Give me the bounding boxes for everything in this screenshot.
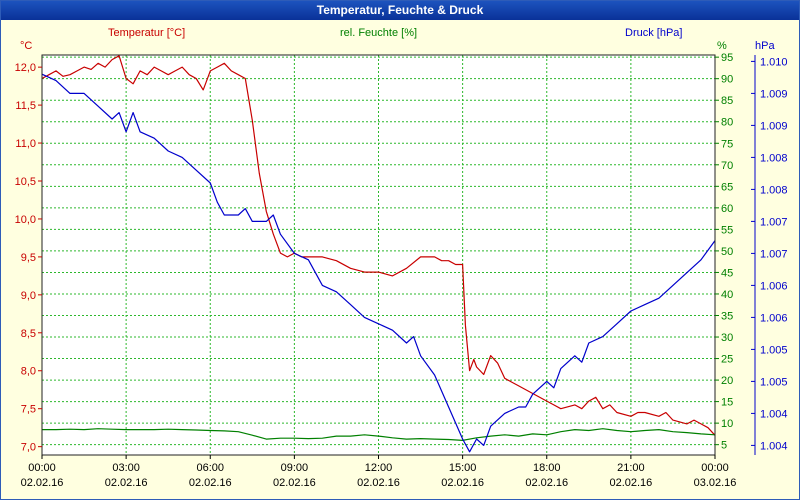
temperature-tick-label: 9,0 <box>21 290 36 302</box>
time-tick-label: 12:00 <box>365 462 393 474</box>
humidity-tick-label: 20 <box>721 375 733 387</box>
pressure-tick-label: 1.008 <box>760 184 788 196</box>
humidity-tick-label: 65 <box>721 181 733 193</box>
temperature-axis-title: Temperatur [°C] <box>108 27 186 39</box>
humidity-tick-label: 75 <box>721 138 733 150</box>
temperature-tick-label: 9,5 <box>21 252 36 264</box>
humidity-tick-label: 30 <box>721 332 733 344</box>
time-tick-label: 03:00 <box>112 462 140 474</box>
humidity-tick-label: 80 <box>721 117 733 129</box>
pressure-unit-label: hPa <box>755 40 775 52</box>
temperature-tick-label: 8,0 <box>21 366 36 378</box>
time-tick-label: 00:00 <box>701 462 729 474</box>
time-tick-label: 18:00 <box>533 462 561 474</box>
temperature-tick-label: 10,0 <box>15 214 36 226</box>
temperature-tick-label: 7,5 <box>21 404 36 416</box>
date-tick-label: 02.02.16 <box>21 477 64 489</box>
series-temperatur-line <box>41 55 716 436</box>
date-tick-label: 02.02.16 <box>441 477 484 489</box>
window-title-bar: Temperatur, Feuchte & Druck <box>0 0 800 20</box>
date-tick-label: 02.02.16 <box>609 477 652 489</box>
humidity-tick-label: 15 <box>721 397 733 409</box>
humidity-tick-label: 5 <box>721 440 727 452</box>
pressure-tick-label: 1.009 <box>760 120 788 132</box>
humidity-tick-label: 50 <box>721 246 733 258</box>
date-tick-label: 02.02.16 <box>189 477 232 489</box>
humidity-tick-label: 90 <box>721 74 733 86</box>
pressure-tick-label: 1.009 <box>760 88 788 100</box>
humidity-tick-label: 45 <box>721 267 733 279</box>
temperature-tick-label: 8,5 <box>21 328 36 340</box>
humidity-tick-label: 10 <box>721 418 733 430</box>
temperature-tick-label: 11,5 <box>15 100 36 112</box>
date-tick-label: 02.02.16 <box>357 477 400 489</box>
pressure-tick-label: 1.006 <box>760 312 788 324</box>
date-tick-label: 02.02.16 <box>525 477 568 489</box>
time-tick-label: 00:00 <box>28 462 56 474</box>
temperature-unit-label: °C <box>20 40 33 52</box>
series-feuchte-line <box>42 428 716 441</box>
pressure-tick-label: 1.005 <box>760 344 788 356</box>
temperature-tick-label: 7,0 <box>21 442 36 454</box>
humidity-tick-label: 40 <box>721 289 733 301</box>
humidity-tick-label: 25 <box>721 354 733 366</box>
date-tick-label: 02.02.16 <box>105 477 148 489</box>
pressure-tick-label: 1.008 <box>760 152 788 164</box>
window-title: Temperatur, Feuchte & Druck <box>316 3 484 17</box>
pressure-tick-label: 1.006 <box>760 280 788 292</box>
humidity-tick-label: 85 <box>721 95 733 107</box>
pressure-axis-title: Druck [hPa] <box>625 27 683 39</box>
date-tick-label: 03.02.16 <box>694 477 737 489</box>
pressure-tick-label: 1.010 <box>760 56 788 68</box>
pressure-tick-label: 1.004 <box>760 408 788 420</box>
pressure-tick-label: 1.007 <box>760 216 788 228</box>
humidity-axis-title: rel. Feuchte [%] <box>340 27 418 39</box>
time-tick-label: 09:00 <box>281 462 309 474</box>
pressure-tick-label: 1.005 <box>760 376 788 388</box>
humidity-tick-label: 70 <box>721 160 733 172</box>
series-druck-line <box>41 73 716 453</box>
humidity-tick-label: 60 <box>721 203 733 215</box>
humidity-tick-label: 95 <box>721 52 733 64</box>
time-tick-label: 15:00 <box>449 462 477 474</box>
humidity-unit-label: % <box>717 40 727 52</box>
temperature-tick-label: 12,0 <box>15 62 36 74</box>
time-tick-label: 06:00 <box>196 462 224 474</box>
pressure-tick-label: 1.004 <box>760 440 788 452</box>
humidity-tick-label: 35 <box>721 310 733 322</box>
date-tick-label: 02.02.16 <box>273 477 316 489</box>
temperature-tick-label: 10,5 <box>15 176 36 188</box>
temperature-tick-label: 11,0 <box>15 138 36 150</box>
pressure-tick-label: 1.007 <box>760 248 788 260</box>
humidity-tick-label: 55 <box>721 224 733 236</box>
time-tick-label: 21:00 <box>617 462 645 474</box>
